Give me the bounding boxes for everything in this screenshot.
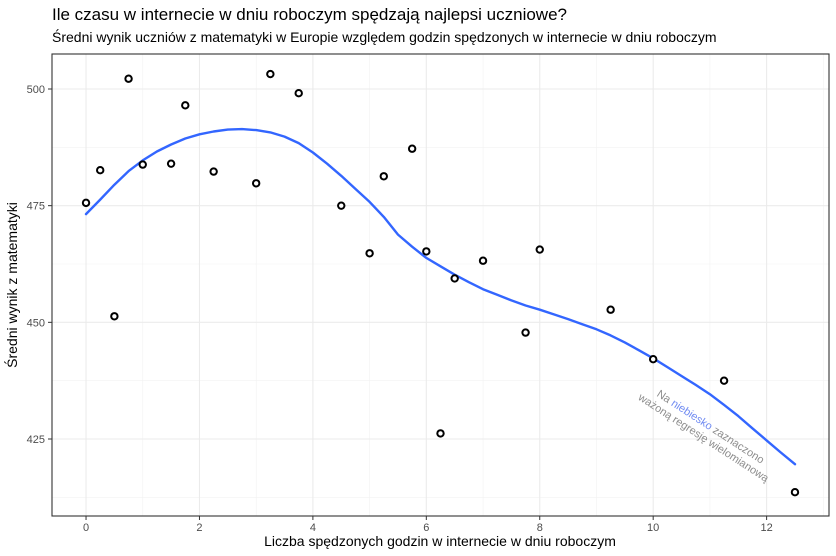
minor-grid xyxy=(52,54,829,516)
chart-subtitle: Średni wynik uczniów z matematyki w Euro… xyxy=(52,28,717,45)
major-grid xyxy=(52,54,829,516)
data-point xyxy=(478,256,488,265)
y-tick-label: 475 xyxy=(27,201,45,213)
x-axis: 0 2 4 6 8 10 12 xyxy=(83,516,773,534)
data-point xyxy=(266,69,275,79)
y-axis: 425 450 475 500 xyxy=(27,84,52,446)
data-point xyxy=(790,488,800,497)
y-tick-label: 500 xyxy=(27,84,45,96)
y-tick-label: 425 xyxy=(27,434,45,446)
x-axis-title: Liczba spędzonych godzin w internecie w … xyxy=(264,533,616,549)
data-point xyxy=(648,355,658,364)
smooth-regression-line xyxy=(84,127,797,466)
plot-border xyxy=(51,53,830,517)
data-point xyxy=(422,247,431,256)
x-tick-label: 2 xyxy=(196,522,202,534)
data-point xyxy=(209,167,218,176)
x-tick-label: 10 xyxy=(647,522,659,534)
data-point xyxy=(379,172,388,181)
x-tick-label: 12 xyxy=(760,522,772,534)
x-tick-label: 6 xyxy=(423,522,429,534)
data-point xyxy=(294,89,303,98)
data-point xyxy=(521,328,530,337)
data-point xyxy=(535,245,544,254)
data-point xyxy=(450,274,459,283)
data-point xyxy=(96,166,105,175)
data-point xyxy=(606,305,615,314)
smooth-curve-group xyxy=(84,127,797,466)
data-point xyxy=(407,144,417,153)
data-point xyxy=(181,101,190,110)
y-axis-title: Średni wynik z matematyki xyxy=(3,202,20,368)
data-point xyxy=(251,179,261,188)
y-tick-label: 450 xyxy=(27,317,45,329)
x-tick-label: 4 xyxy=(310,522,316,534)
data-point xyxy=(110,312,119,321)
data-point xyxy=(436,429,445,438)
points-group xyxy=(81,69,800,497)
data-point xyxy=(138,160,147,169)
data-point xyxy=(365,249,374,258)
data-point xyxy=(719,376,729,385)
data-point xyxy=(124,74,133,83)
x-tick-label: 8 xyxy=(537,522,543,534)
data-point xyxy=(166,159,176,168)
data-point xyxy=(337,201,346,210)
chart-title: Ile czasu w internecie w dniu roboczym s… xyxy=(52,5,567,24)
x-tick-label: 0 xyxy=(83,522,89,534)
data-point xyxy=(81,198,91,208)
